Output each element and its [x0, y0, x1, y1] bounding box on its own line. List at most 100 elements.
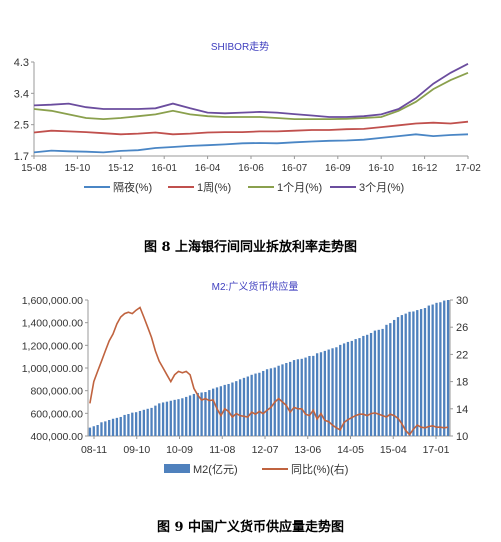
- bar: [111, 418, 115, 436]
- bar: [416, 310, 419, 436]
- bar: [215, 387, 219, 436]
- series-line-0: [33, 133, 469, 154]
- bar: [304, 357, 307, 436]
- bar: [138, 410, 142, 436]
- legend-label: M2(亿元): [193, 463, 238, 476]
- bar: [393, 319, 396, 436]
- bar: [150, 407, 153, 436]
- bar: [208, 390, 211, 436]
- x-axis: 15-08 15-10 15-12 16-01 16-04 16-06 16-07 16-09…: [21, 156, 481, 174]
- legend-swatch-bar: [164, 464, 190, 473]
- y-tick-label: 1.7: [14, 151, 29, 163]
- bar: [319, 352, 323, 436]
- bar: [285, 363, 288, 436]
- y2-tick-label: 10: [456, 431, 468, 443]
- bar: [419, 309, 423, 436]
- bar: [246, 376, 249, 436]
- bar: [192, 393, 196, 436]
- x-tick-label: 09-10: [123, 444, 150, 456]
- bar: [323, 350, 326, 436]
- bar: [142, 409, 145, 436]
- bar: [196, 392, 199, 436]
- figure-9-caption: 图 9 中国广义货币供应量走势图: [156, 520, 345, 535]
- bar: [161, 402, 165, 436]
- bar: [100, 422, 103, 436]
- bar: [435, 302, 438, 436]
- bar: [362, 335, 365, 436]
- bar: [308, 355, 311, 436]
- x-tick-label: 16-09: [325, 163, 351, 174]
- bar: [366, 334, 369, 436]
- bar: [331, 348, 334, 436]
- x-tick-label: 16-10: [368, 163, 394, 174]
- y-tick-label: 1,600,000.00: [22, 295, 83, 307]
- x-tick-label: 12-07: [252, 444, 279, 456]
- bar: [227, 383, 230, 436]
- x-tick-label: 10-09: [166, 444, 193, 456]
- legend-label: 同比(%)(右): [291, 462, 348, 476]
- line-series: [89, 306, 449, 436]
- bar: [369, 332, 373, 436]
- x-tick-label: 11-08: [209, 444, 235, 456]
- bar: [400, 315, 404, 436]
- y2-tick-label: 30: [456, 295, 468, 307]
- bar: [408, 311, 411, 436]
- bar: [204, 392, 207, 436]
- bar: [235, 381, 238, 436]
- bar: [327, 349, 330, 436]
- bar: [104, 421, 107, 436]
- bar: [169, 400, 172, 436]
- figure-8-caption: 图 8 上海银行间同业拆放利率走势图: [143, 240, 358, 255]
- bar: [281, 364, 284, 436]
- x-tick-label: 15-04: [380, 444, 407, 456]
- bar: [389, 323, 392, 436]
- x-axis: 08-11 09-10 10-09 11-08 12-07 13-06 14-05 15-04…: [81, 436, 450, 456]
- bar: [238, 379, 242, 436]
- bar-series: [87, 300, 451, 437]
- chart-title: SHIBOR走势: [211, 40, 269, 53]
- bar: [223, 384, 226, 436]
- y-tick-label: 2.5: [14, 120, 29, 132]
- y-axis: 1.7 2.5 3.4 4.3: [14, 57, 34, 163]
- series-line-3: [33, 63, 469, 118]
- y-tick-label: 4.3: [14, 57, 29, 69]
- bar: [335, 347, 338, 436]
- bar: [123, 414, 126, 436]
- bar: [250, 374, 253, 436]
- bar: [231, 382, 234, 436]
- bar: [88, 427, 92, 436]
- x-tick-label: 13-06: [294, 444, 321, 456]
- x-tick-label: 15-12: [108, 163, 134, 174]
- bar: [381, 328, 384, 436]
- bar: [219, 386, 223, 436]
- legend-label: 1个月(%): [277, 181, 322, 194]
- series-line-1: [33, 120, 469, 136]
- y-tick-label: 400,000.00: [30, 431, 83, 443]
- bar: [350, 340, 353, 436]
- legend-label: 隔夜(%): [113, 180, 152, 194]
- chart-title: M2:广义货币供应量: [212, 280, 299, 293]
- x-tick-label: 14-05: [337, 444, 364, 456]
- bar: [185, 396, 188, 436]
- x-tick-label: 15-10: [65, 163, 91, 174]
- bar: [108, 420, 111, 436]
- bar: [439, 302, 442, 436]
- y-tick-label: 600,000.00: [30, 408, 83, 420]
- series-line-2: [33, 71, 469, 121]
- bar: [377, 329, 380, 436]
- x-tick-label: 16-04: [195, 163, 221, 174]
- bar: [242, 377, 246, 436]
- shibor-chart: SHIBOR走势 1.7 2.5 3.4 4.3 15-08 15-10 15-12 16-…: [14, 40, 482, 194]
- bar: [265, 369, 269, 436]
- bar: [342, 343, 346, 436]
- bar: [446, 300, 450, 436]
- bar: [443, 300, 446, 436]
- x-tick-label: 16-07: [282, 163, 308, 174]
- bar: [354, 339, 357, 436]
- bar: [212, 388, 215, 436]
- bar: [165, 401, 169, 436]
- bar: [292, 360, 296, 436]
- bar: [300, 358, 303, 436]
- x-tick-label: 17-01: [423, 444, 450, 456]
- bar: [154, 405, 157, 436]
